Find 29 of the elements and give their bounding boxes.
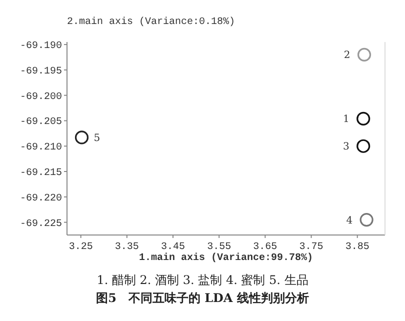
- point: [356, 139, 370, 153]
- annotation: 3: [342, 142, 350, 153]
- annotation: 5: [94, 132, 100, 144]
- y-tick-label: -69.215: [20, 168, 62, 180]
- x-tick-label: 3.45: [160, 242, 186, 253]
- x-axis-title: 1.main axis (Variance:99.78%): [138, 252, 314, 264]
- y-tick-label: -69.205: [20, 117, 62, 128]
- y-tick-label: -69.225: [20, 218, 62, 230]
- point: [74, 130, 89, 144]
- y-tick-label: -69.195: [20, 66, 62, 78]
- y-axis-title: 2.main axis (Variance:0.18%): [67, 16, 236, 28]
- annotation: 4: [346, 215, 353, 226]
- text: 1. 醋制 2. 酒制 3. 盐制 4. 蜜制 5. 生品: [96, 273, 308, 287]
- x-tick-label: 3.55: [207, 242, 232, 253]
- annotation: 1: [342, 114, 350, 126]
- y-tick-label: -69.190: [20, 41, 62, 52]
- x-tick-label: 3.25: [68, 242, 93, 253]
- annotation: 2: [344, 50, 350, 62]
- x-tick-label: 3.65: [253, 242, 278, 253]
- x-tick-label: 3.85: [345, 242, 370, 253]
- y-tick-label: -69.220: [20, 193, 62, 204]
- point: [360, 212, 374, 227]
- y-tick-label: -69.200: [20, 92, 62, 103]
- x-tick-label: 3.75: [299, 242, 324, 253]
- text: 图5 不同五味子的 LDA 线性判别分析: [96, 291, 309, 305]
- x-tick-label: 3.35: [114, 242, 139, 253]
- y-tick-label: -69.210: [20, 142, 62, 154]
- point: [357, 48, 372, 62]
- point: [356, 112, 370, 126]
